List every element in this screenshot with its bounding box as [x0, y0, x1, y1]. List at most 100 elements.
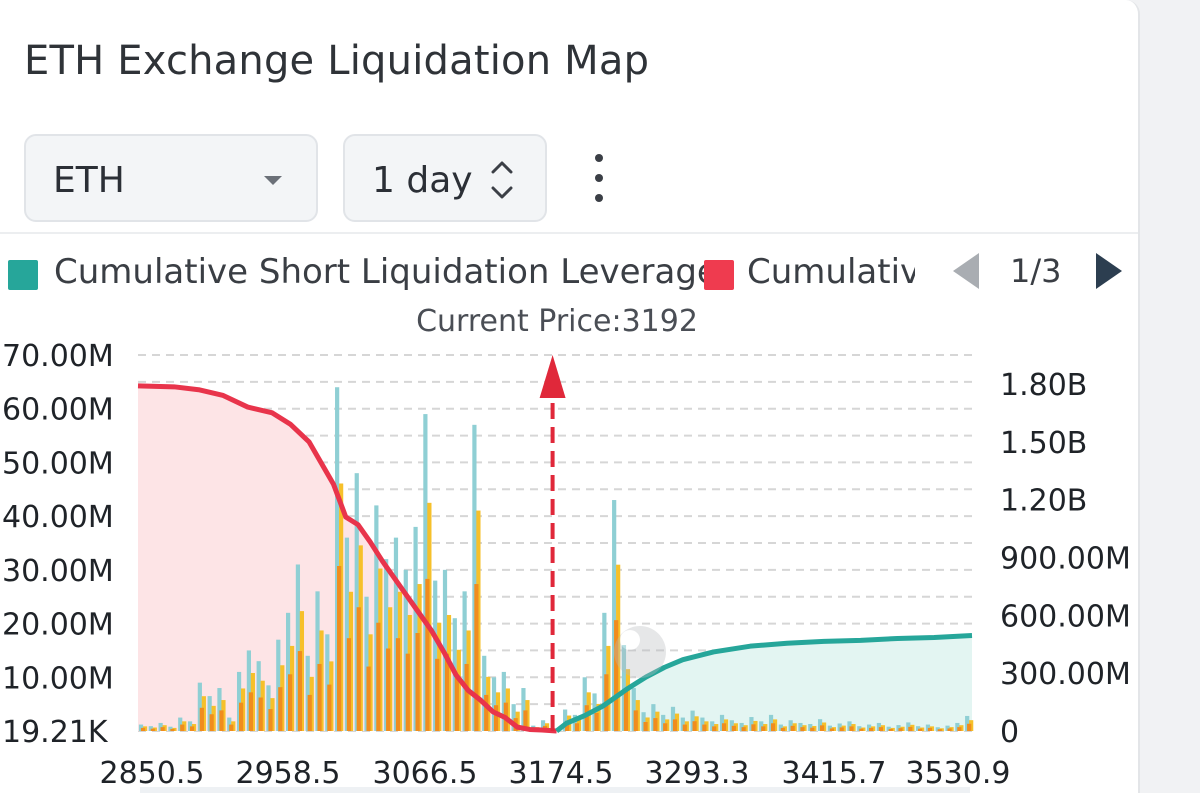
bar-segment — [511, 704, 516, 731]
current-price-arrow-icon — [539, 355, 566, 398]
bar-segment — [780, 727, 785, 731]
bar-segment — [276, 639, 281, 731]
liquidation-bar — [935, 727, 944, 731]
bar-segment — [876, 722, 882, 731]
liquidation-bar — [393, 537, 403, 731]
legend-next-page-icon[interactable] — [1096, 253, 1122, 289]
bar-segment — [886, 726, 891, 731]
bar-segment — [749, 717, 754, 731]
bar-segment — [462, 591, 467, 731]
liquidation-bar — [808, 724, 817, 731]
bar-segment — [661, 714, 666, 731]
bar-segment — [849, 726, 854, 731]
bar-segment — [256, 661, 261, 731]
bar-segment — [168, 726, 173, 731]
bar-segment — [719, 714, 725, 731]
coin-select[interactable]: ETH — [24, 134, 318, 222]
bar-segment — [376, 622, 381, 731]
bar-segment — [857, 726, 862, 731]
short-cumulative-line — [555, 633, 973, 733]
liquidation-bar — [472, 424, 481, 731]
bar-segment — [207, 696, 212, 731]
bar-segment — [415, 633, 420, 731]
time-range-select[interactable]: 1 day — [343, 134, 547, 222]
liquidation-bar — [227, 717, 236, 731]
bar-segment — [827, 725, 832, 731]
y-left-tick-label: 10.00M — [2, 661, 114, 696]
bar-segment — [189, 726, 195, 731]
bar-segment — [790, 725, 795, 731]
bar-segment — [584, 705, 589, 731]
bar-segment — [454, 676, 459, 731]
legend-label-long[interactable]: Cumulative Long Liquidation Leverage — [747, 252, 915, 292]
x-tick-label: 3293.3 — [645, 756, 750, 791]
bar-segment — [957, 727, 962, 731]
legend-label-short[interactable]: Cumulative Short Liquidation Leverage — [54, 252, 718, 292]
bar-segment — [327, 684, 332, 731]
liquidation-bar — [906, 722, 915, 731]
bar-segment — [621, 645, 627, 731]
liquidation-bar — [423, 414, 432, 731]
liquidation-bar — [965, 715, 974, 731]
bar-segment — [325, 634, 330, 731]
bar-segment — [759, 721, 764, 731]
liquidation-bar — [384, 559, 393, 731]
bar-segment — [209, 714, 214, 731]
liquidation-bar — [217, 688, 226, 731]
bar-segment — [354, 473, 359, 731]
more-options-icon[interactable] — [586, 150, 614, 206]
chart-scrollbar[interactable] — [140, 787, 970, 793]
coin-select-value: ETH — [53, 160, 125, 201]
bar-segment — [690, 710, 695, 731]
bar-segment — [160, 727, 165, 731]
liquidation-bar — [651, 704, 660, 731]
liquidation-bar — [138, 724, 148, 731]
bar-segment — [700, 717, 705, 731]
bar-segment — [721, 723, 727, 731]
y-right-tick-label: 1.20B — [1000, 484, 1087, 519]
bar-segment — [965, 715, 970, 731]
liquidation-bar — [729, 720, 738, 731]
bar-segment — [482, 655, 487, 731]
bar-segment — [523, 710, 528, 731]
liquidation-chart: Current Price:3192 19.21K 10.00M 20.00M 30.0… — [2, 304, 1131, 791]
liquidation-bar — [482, 655, 491, 731]
bar-segment — [474, 584, 479, 731]
bar-segment — [710, 721, 715, 731]
bar-segment — [317, 663, 322, 731]
bar-segment — [295, 564, 301, 731]
bar-segment — [187, 721, 193, 731]
bar-segment — [808, 724, 813, 731]
liquidation-bar — [276, 639, 285, 731]
bar-segment — [898, 728, 903, 731]
liquidation-bar — [817, 719, 827, 731]
bar-segment — [751, 724, 756, 731]
liquidation-bar — [768, 714, 778, 731]
bar-segment — [364, 596, 369, 731]
y-left-tick-label: 70.00M — [2, 339, 114, 374]
liquidation-bar — [148, 726, 157, 731]
bar-segment — [315, 591, 320, 731]
bar-segment — [344, 537, 350, 731]
bar-segment — [663, 723, 668, 731]
bar-segment — [433, 580, 438, 731]
bar-segment — [947, 728, 952, 731]
bar-segment — [288, 674, 293, 731]
legend-prev-page-icon[interactable] — [953, 253, 979, 289]
y-left-tick-label: 30.00M — [2, 554, 114, 589]
legend-swatch-short — [8, 260, 38, 290]
liquidation-bar — [739, 722, 748, 731]
bar-segment — [493, 705, 499, 731]
bar-segment — [138, 724, 144, 731]
bar-segment — [238, 702, 244, 731]
bar-segment — [484, 694, 489, 731]
liquidation-bar — [325, 634, 334, 731]
x-tick-label: 3530.9 — [906, 756, 1011, 791]
liquidation-bar — [670, 706, 680, 731]
bar-segment — [602, 612, 607, 731]
bar-segment — [248, 692, 253, 731]
liquidation-bar — [315, 591, 324, 731]
bar-segment — [788, 720, 793, 731]
current-price-title: Current Price:3192 — [416, 304, 698, 339]
liquidation-bar — [857, 726, 866, 731]
